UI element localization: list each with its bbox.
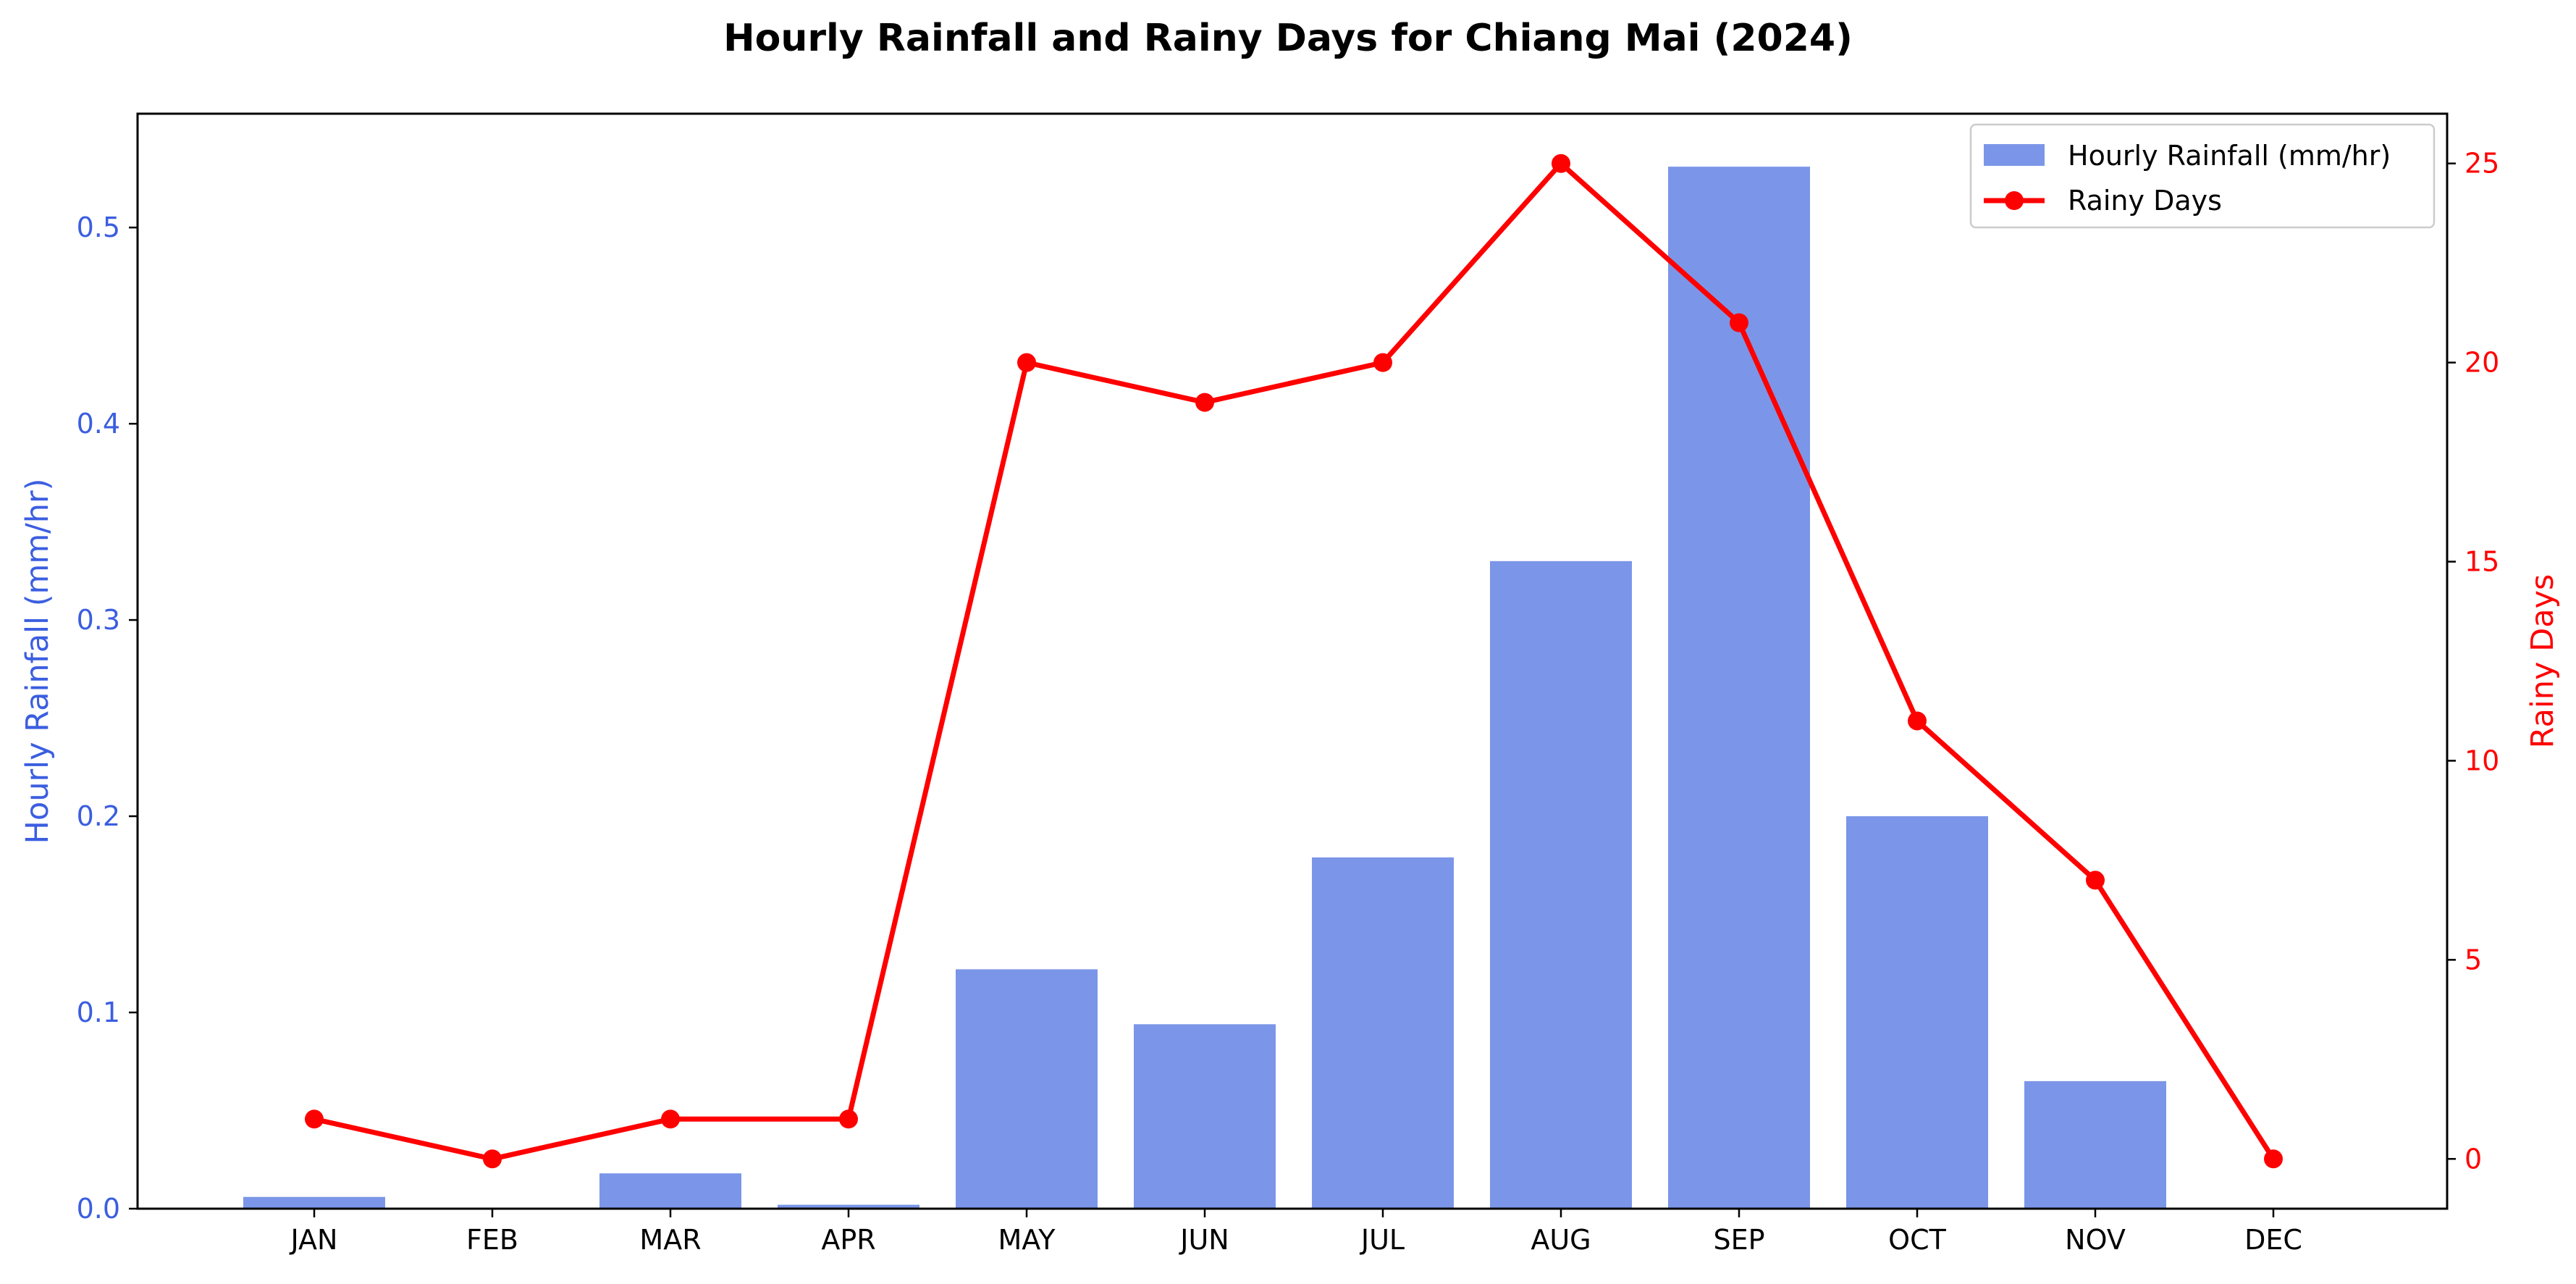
rainy-days-point-apr: [839, 1109, 858, 1129]
bar-oct: [1846, 816, 1988, 1209]
bar-nov: [2024, 1081, 2166, 1209]
bar-jun: [1134, 1024, 1276, 1209]
plot-frame: [136, 112, 2449, 1210]
rainy-days-point-jul: [1373, 353, 1392, 372]
rainy-days-point-feb: [483, 1149, 502, 1169]
y-tick-label-left: 0.0: [77, 1193, 120, 1225]
x-tick-label: JAN: [290, 1224, 338, 1256]
legend-entry-rainy-days: Rainy Days: [2068, 185, 2222, 217]
x-tick-label: APR: [821, 1224, 875, 1256]
y-tick-label-left: 0.1: [77, 996, 120, 1028]
rainy-days-point-sep: [1730, 313, 1748, 332]
x-tick-label: JUN: [1179, 1224, 1229, 1256]
bar-jan: [243, 1196, 385, 1209]
y-axis-label-left: Hourly Rainfall (mm/hr): [20, 479, 56, 844]
x-tick-label: SEP: [1713, 1224, 1764, 1256]
legend-bar-swatch: [1984, 144, 2045, 166]
y-tick-label-left: 0.5: [77, 211, 120, 243]
bar-jul: [1312, 857, 1454, 1209]
y-tick-label-right: 25: [2465, 148, 2499, 180]
y-axis-right: 0 5 10 15 20 25: [2447, 148, 2499, 1175]
chart-title: Hourly Rainfall and Rainy Days for Chian…: [723, 17, 1853, 60]
legend-line-marker: [2005, 191, 2024, 210]
bars-layer: [243, 167, 2166, 1209]
bar-aug: [1490, 561, 1632, 1209]
y-axis-left: 0.0 0.1 0.2 0.3 0.4 0.5: [77, 211, 138, 1225]
legend-frame: [1969, 123, 2436, 229]
x-tick-label: OCT: [1888, 1224, 1946, 1256]
y-tick-label-left: 0.3: [77, 604, 120, 636]
x-tick-label: FEB: [466, 1224, 518, 1256]
x-tick-label: NOV: [2065, 1224, 2126, 1256]
y-tick-label-right: 5: [2465, 944, 2482, 975]
x-tick-label: JUL: [1360, 1224, 1405, 1256]
y-tick-label-left: 0.2: [77, 800, 120, 832]
rainy-days-point-nov: [2086, 870, 2105, 890]
x-tick-label: DEC: [2244, 1224, 2302, 1256]
line-layer: [305, 154, 2283, 1169]
rainy-days-point-oct: [1908, 711, 1927, 731]
y-tick-label-right: 15: [2465, 546, 2499, 578]
y-axis-label-right: Rainy Days: [2525, 574, 2561, 749]
x-axis: JAN FEB MAR APR MAY JUN JUL AUG SEP OCT NOV DEC: [290, 1209, 2302, 1256]
x-tick-label: MAY: [998, 1224, 1056, 1256]
bar-mar: [599, 1173, 741, 1209]
bar-apr: [778, 1204, 919, 1209]
y-tick-label-right: 20: [2465, 347, 2499, 379]
rainy-days-point-mar: [661, 1109, 680, 1129]
y-tick-label-right: 10: [2465, 744, 2499, 776]
x-tick-label: MAR: [639, 1224, 701, 1256]
rainy-days-point-dec: [2264, 1149, 2283, 1169]
rainy-days-point-jan: [305, 1109, 324, 1129]
rainy-days-point-jun: [1195, 393, 1214, 412]
y-tick-label-left: 0.4: [77, 408, 120, 440]
rainy-days-line: [313, 161, 2276, 1162]
bar-may: [956, 969, 1098, 1209]
rainy-days-point-aug: [1552, 154, 1570, 173]
x-tick-label: AUG: [1531, 1224, 1591, 1256]
legend-entry-hourly-rainfall: Hourly Rainfall (mm/hr): [2068, 140, 2391, 172]
legend: Hourly Rainfall (mm/hr) Rainy Days: [1969, 123, 2436, 229]
rainy-days-point-may: [1017, 353, 1036, 372]
bar-sep: [1668, 167, 1810, 1209]
y-tick-label-right: 0: [2465, 1143, 2482, 1175]
